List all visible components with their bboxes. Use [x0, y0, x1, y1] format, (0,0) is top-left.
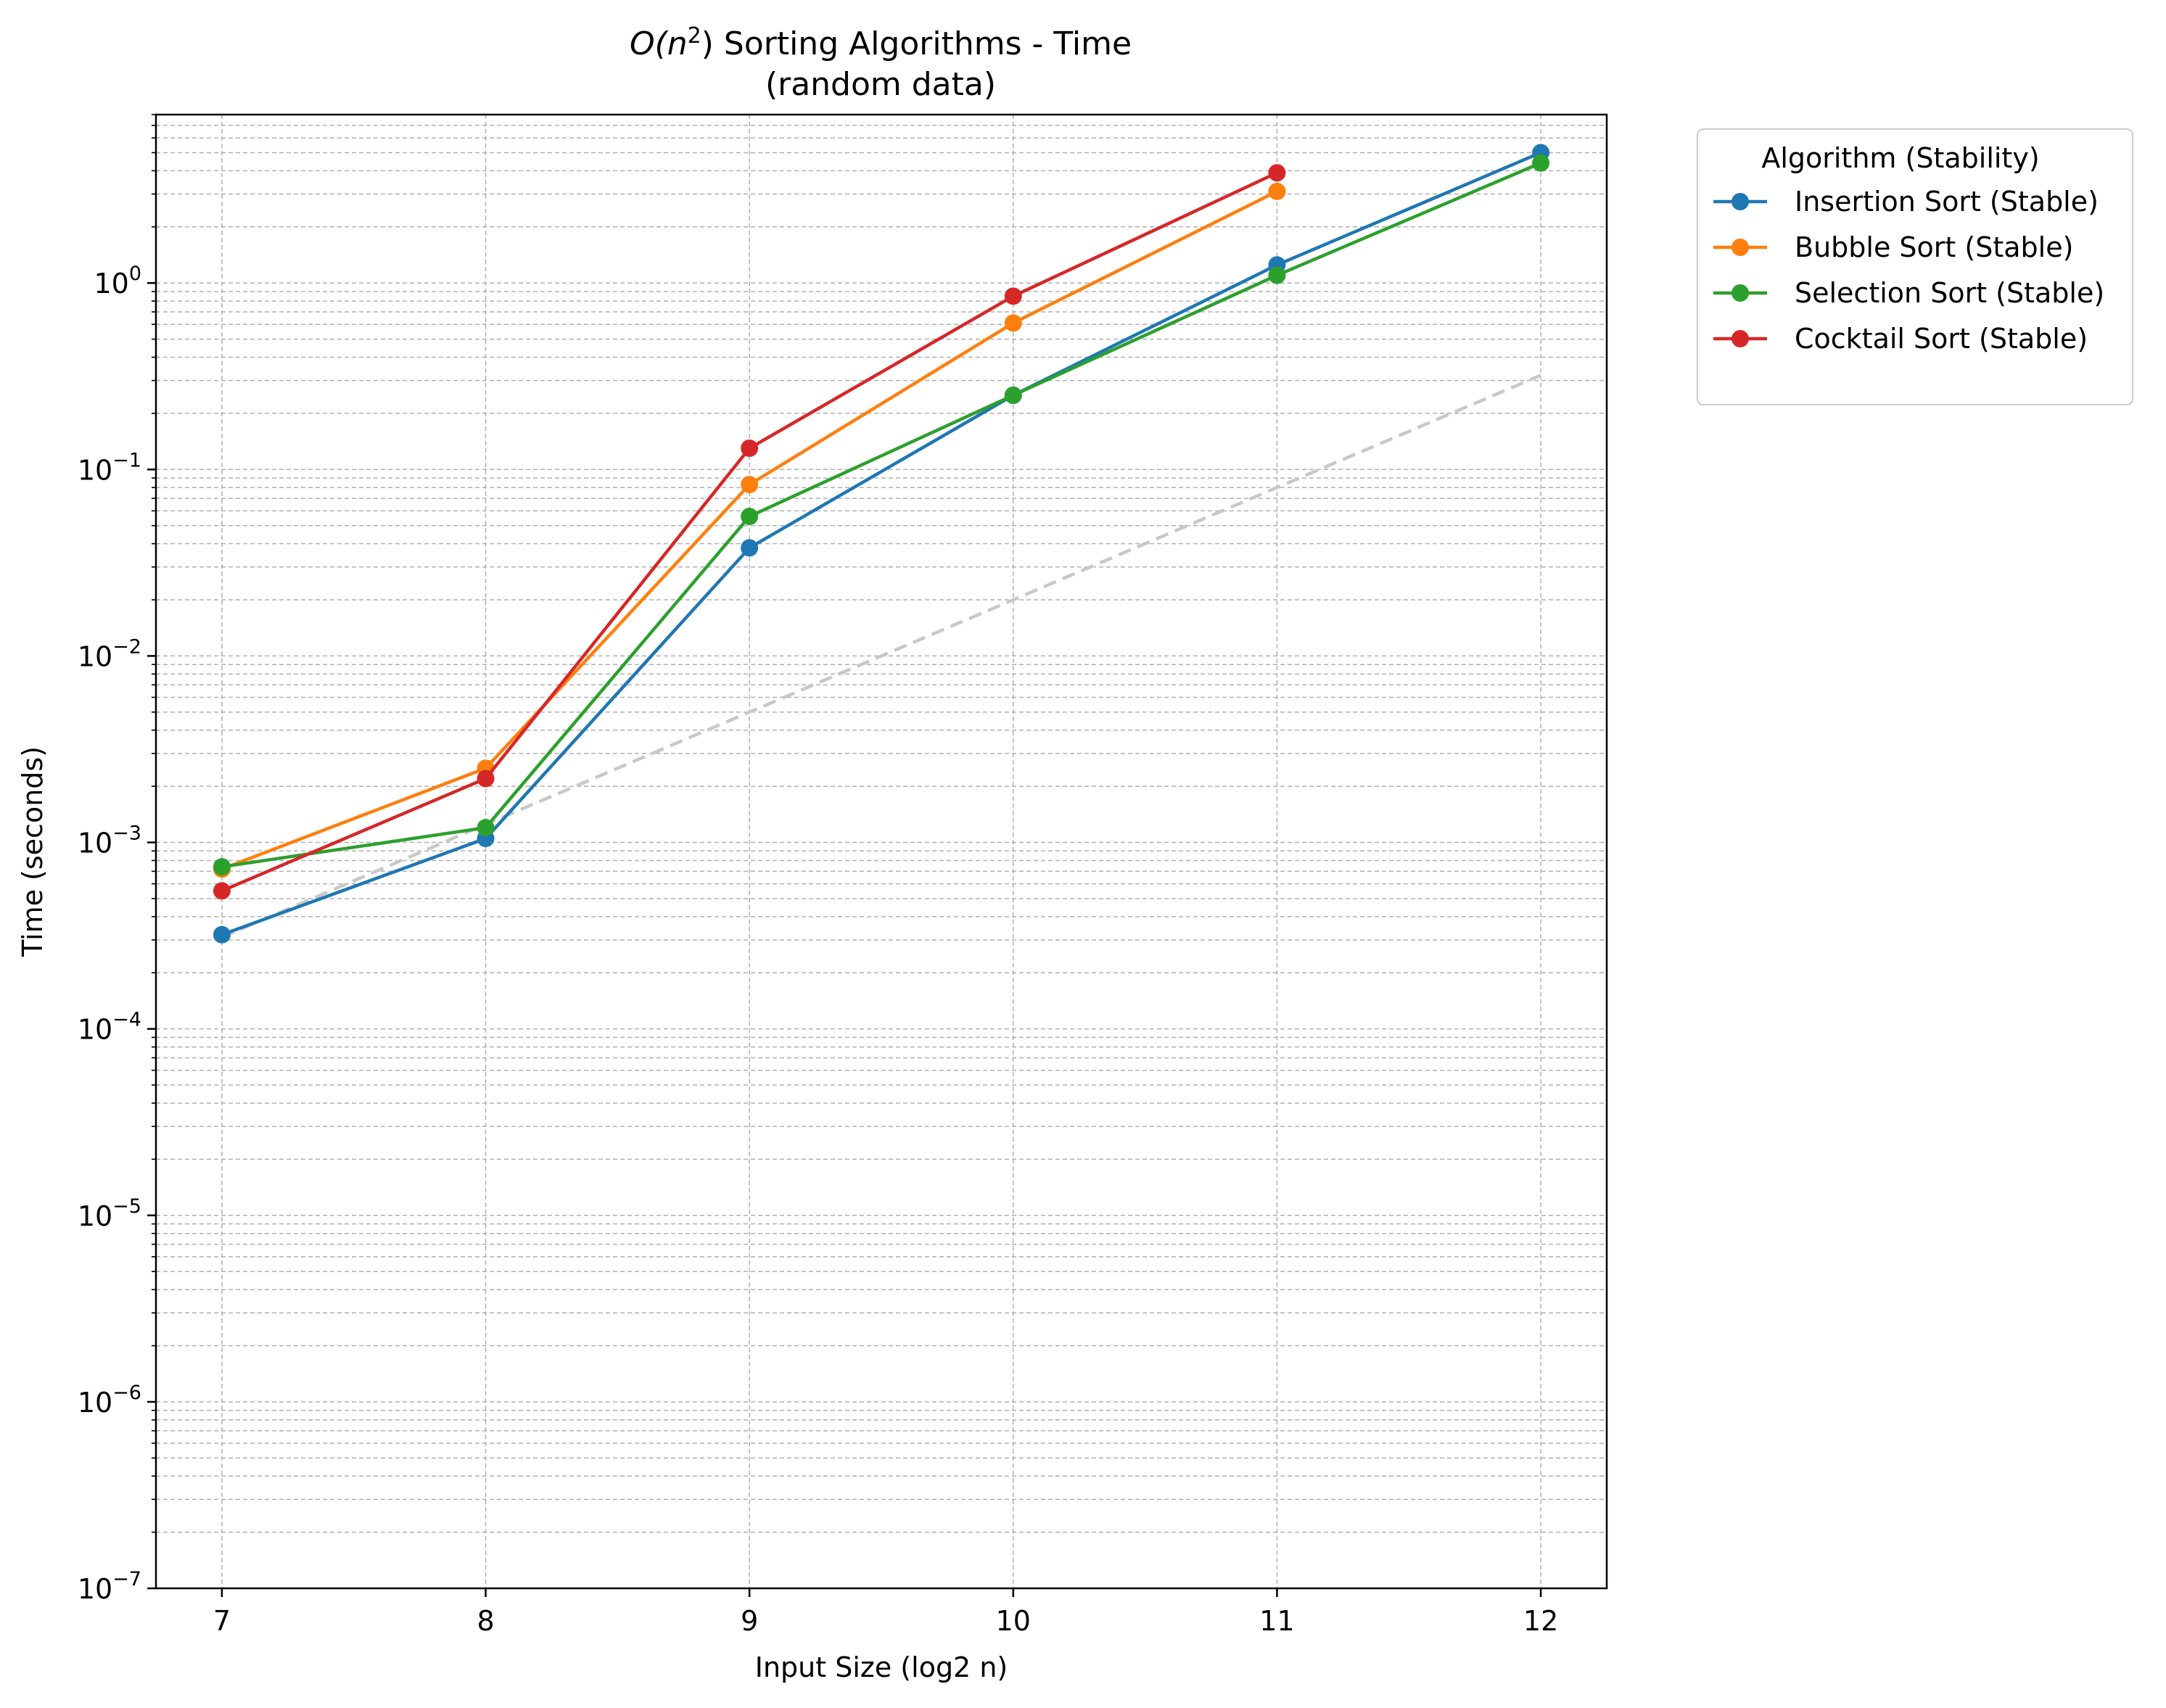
- x-axis-label: Input Size (log2 n): [755, 1651, 1008, 1683]
- data-point: [1532, 154, 1550, 172]
- data-point: [1004, 287, 1022, 305]
- legend-swatch-marker: [1731, 284, 1749, 302]
- legend-swatch-marker: [1731, 330, 1749, 347]
- chart-title-prefix: O(n: [630, 25, 688, 62]
- legend-label: Insertion Sort (Stable): [1795, 186, 2099, 218]
- x-tick-label: 9: [741, 1605, 758, 1637]
- data-point: [1004, 386, 1022, 404]
- series-line: [221, 161, 1541, 869]
- x-tick-label: 10: [996, 1605, 1031, 1637]
- y-tick-label: 100: [94, 263, 141, 300]
- grid: [156, 114, 1607, 1589]
- legend-title: Algorithm (Stability): [1761, 142, 2039, 174]
- legend-item-1: Insertion Sort (Stable): [1713, 186, 2099, 218]
- series-group: [213, 144, 1550, 944]
- y-tick-label: 10−6: [78, 1382, 141, 1419]
- chart-title-line1: O(n2) Sorting Algorithms - Time: [630, 23, 1132, 62]
- y-tick-label: 10−7: [78, 1568, 141, 1605]
- legend-label: Cocktail Sort (Stable): [1795, 323, 2088, 355]
- y-axis-label: Time (seconds): [17, 746, 49, 957]
- reference-line: [221, 374, 1541, 939]
- data-point: [1268, 164, 1286, 182]
- reference-line-path: [221, 374, 1541, 939]
- legend-item-4: Cocktail Sort (Stable): [1713, 323, 2088, 355]
- y-tick-label: 10−4: [78, 1009, 141, 1046]
- chart-title-line2: (random data): [765, 66, 996, 103]
- data-point: [1004, 314, 1022, 332]
- legend: Algorithm (Stability) Insertion Sort (St…: [1697, 128, 2133, 405]
- series-4: [213, 164, 1286, 900]
- legend-box: [1697, 128, 2133, 405]
- data-point: [477, 770, 495, 788]
- data-point: [741, 539, 759, 557]
- legend-swatch-marker: [1731, 193, 1749, 210]
- data-point: [477, 819, 495, 837]
- data-point: [213, 925, 231, 944]
- data-point: [741, 476, 759, 494]
- y-axis-ticks: 10−7 10−6 10−5 10−4 10−3 10−2 10−1 100: [78, 114, 156, 1605]
- legend-label: Bubble Sort (Stable): [1795, 231, 2073, 263]
- chart-title-superscript: 2: [688, 23, 701, 49]
- data-point: [741, 440, 759, 458]
- x-tick-label: 7: [213, 1605, 231, 1637]
- x-tick-label: 11: [1259, 1605, 1294, 1637]
- chart-title-suffix: ) Sorting Algorithms - Time: [701, 25, 1132, 62]
- x-tick-label: 8: [477, 1605, 494, 1637]
- x-tick-label: 12: [1523, 1605, 1558, 1637]
- y-tick-label: 10−1: [78, 449, 141, 486]
- legend-swatch-marker: [1731, 239, 1749, 256]
- legend-label: Selection Sort (Stable): [1795, 277, 2104, 309]
- data-point: [213, 858, 231, 876]
- legend-item-2: Bubble Sort (Stable): [1713, 231, 2073, 263]
- series-3: [213, 154, 1550, 876]
- y-tick-label: 10−3: [78, 822, 141, 859]
- legend-items: Insertion Sort (Stable) Bubble Sort (Stab…: [1713, 186, 2104, 355]
- data-point: [1268, 266, 1286, 284]
- x-axis-ticks: 7 8 9 10 11 12: [213, 1588, 1558, 1637]
- y-tick-label: 10−5: [78, 1195, 141, 1232]
- y-tick-label: 10−2: [78, 635, 141, 672]
- series-line: [221, 151, 1541, 936]
- data-point: [213, 882, 231, 900]
- data-point: [1268, 182, 1286, 200]
- legend-item-3: Selection Sort (Stable): [1713, 277, 2104, 309]
- data-point: [741, 508, 759, 526]
